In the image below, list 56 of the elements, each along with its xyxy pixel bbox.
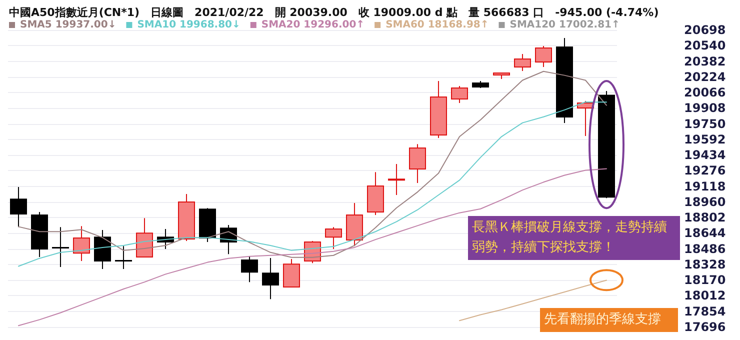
candlestick [10,186,27,228]
legend-label: SMA120 17002.81↑ [510,20,620,30]
y-tick-label: 19908 [684,101,726,116]
candlestick [346,202,363,247]
y-tick-label: 19592 [684,132,726,146]
candlestick [241,256,258,283]
y-tick-label: 20698 [684,23,726,37]
candlestick [409,144,426,184]
line-series [18,168,607,326]
y-tick-label: 18486 [684,242,726,256]
y-tick-label: 20382 [684,54,726,68]
y-tick-label: 18802 [684,210,726,225]
candlestick [514,54,531,72]
candlestick [94,230,111,270]
annotation: 長黑Ｋ棒摜破月線支撐，走勢持續弱勢，持續下探找支撐！ [468,216,680,260]
y-tick-label: 19118 [684,179,726,194]
candlestick [556,38,573,124]
y-tick-label: 17854 [684,304,726,318]
candlestick [115,246,132,270]
candlestick [367,172,384,216]
candlestick [283,258,300,288]
legend-label: SMA5 19937.00↓ [20,20,116,30]
annotation: 先看翻揚的季線支撐 [540,308,678,332]
y-tick-label: 20066 [684,86,726,100]
legend-label: SMA20 19296.00↑ [261,20,365,30]
y-tick-label: 18012 [684,288,726,303]
candlestick [136,218,153,258]
y-tick-label: 19434 [684,148,726,162]
line-series [18,70,607,258]
y-tick-label: 20224 [684,70,726,84]
candlestick [31,212,48,258]
candlestick [262,258,279,300]
line-series [18,102,607,267]
y-tick-label: 17696 [684,320,726,334]
legend-label: SMA60 18168.98↑ [386,20,489,30]
y-tick-label: 20540 [684,38,726,53]
candlestick [493,72,510,80]
y-tick-label: 18960 [684,194,726,209]
candlestick [199,208,216,243]
chart-title: 中國A50指數近月(CN*1) 日線圖 2021/02/22 開 20039.00 收 19009.00 d 點 量 566683 口 -945.00 (-4.74%) [9,6,659,19]
legend-label: SMA10 19968.80↓ [137,20,240,30]
y-tick-label: 19276 [684,164,726,178]
candlestick [430,80,447,139]
candlestick [73,226,90,262]
candlestick [52,226,69,268]
candlestick [598,90,615,199]
y-tick-label: 18170 [684,273,726,288]
y-tick-label: 19750 [684,116,726,131]
candlestick [535,46,552,68]
candlestick [325,226,342,250]
y-tick-label: 18328 [684,257,726,272]
y-tick-label: 18644 [684,226,726,240]
candlestick [388,164,405,196]
candlestick [451,85,468,104]
candlestick [472,80,489,88]
candlestick [178,194,195,242]
